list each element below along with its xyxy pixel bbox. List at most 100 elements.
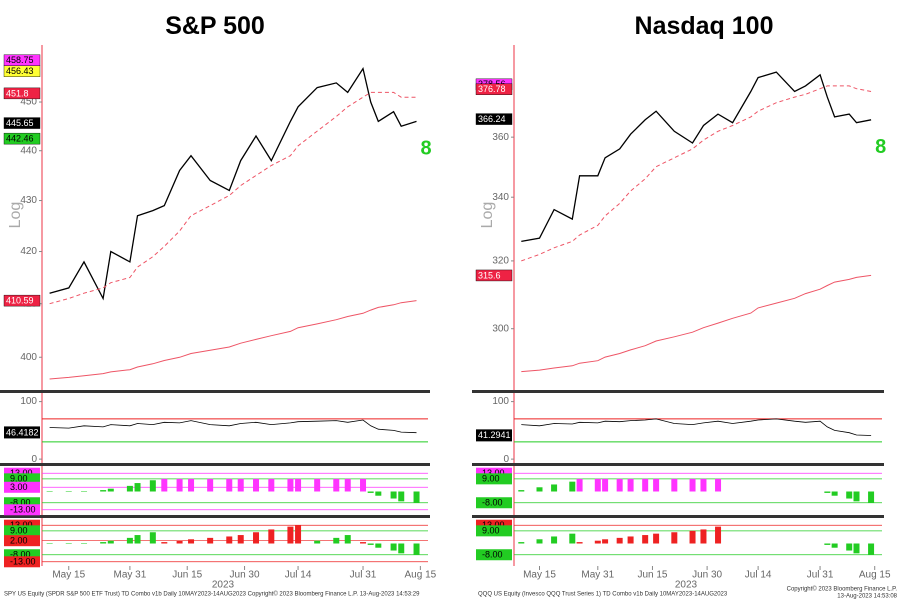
panel-tag-label: -13.00	[10, 505, 36, 515]
price-tag	[3, 117, 41, 129]
price-tag-label: 366.24	[478, 114, 506, 124]
count-bar	[653, 533, 660, 544]
count-bar	[226, 536, 233, 544]
count-bar	[253, 478, 260, 492]
x-tick-label: Aug 15	[405, 570, 437, 581]
panel-tag	[4, 504, 40, 516]
count-bar	[689, 478, 696, 492]
panel-tag-label: 13.00	[482, 520, 505, 530]
panel-tag-label: 2.00	[10, 536, 28, 546]
x-tick-label: Jul 31	[350, 570, 377, 581]
count-bar	[295, 478, 302, 492]
footer: SPY US Equity (SPDR S&P 500 ETF Trust) T…	[4, 591, 420, 598]
count-bar	[594, 540, 601, 544]
count-bar	[868, 543, 875, 555]
panel-tag	[4, 481, 40, 493]
count-bar	[594, 478, 601, 492]
panel-separator	[0, 463, 430, 466]
count-bar	[65, 543, 72, 544]
x-tick-label: May 31	[114, 570, 147, 581]
count-bar	[853, 543, 860, 554]
count-bar	[134, 535, 141, 544]
count-bar	[333, 537, 340, 544]
count-bar	[536, 487, 543, 492]
oscillator-line	[521, 418, 872, 436]
y-tick-label: 340	[492, 192, 509, 203]
series-line	[521, 71, 872, 243]
panel-tag-label: -8.00	[482, 550, 503, 560]
count-bar	[134, 483, 141, 492]
count-bar	[314, 540, 321, 544]
y-tick-label: 100	[20, 396, 37, 407]
count-bar	[375, 491, 382, 496]
count-bar	[551, 484, 558, 492]
count-bar	[569, 533, 576, 544]
count-bar	[207, 537, 214, 544]
panel-tag-label: 9.00	[482, 526, 500, 536]
count-bar	[46, 543, 53, 544]
count-bar	[360, 542, 367, 544]
count-bar	[237, 478, 244, 492]
count-bar	[237, 535, 244, 544]
price-tag-label: 315.6	[478, 270, 501, 280]
price-tag-label: 442.46	[6, 134, 34, 144]
count-bar	[616, 478, 623, 492]
count-bar	[344, 478, 351, 492]
count-bar	[576, 542, 583, 544]
x-tick-label: May 31	[581, 570, 614, 581]
chart-title: Nasdaq 100	[635, 12, 774, 40]
panel-separator	[0, 515, 430, 518]
price-tag	[3, 132, 41, 145]
count-bar	[188, 539, 195, 544]
count-bar	[627, 536, 634, 544]
panel-tag-label: 3.00	[10, 482, 28, 492]
year-label: 2023	[675, 580, 698, 591]
panel-tag-label: 9.00	[482, 474, 500, 484]
panel-tag-label: -13.00	[10, 557, 36, 567]
count-bar	[824, 543, 831, 545]
count-bar	[100, 490, 107, 492]
count-bar	[268, 529, 275, 544]
count-bar	[616, 537, 623, 544]
count-bar	[398, 491, 405, 502]
y-tick-label: 0	[31, 454, 37, 465]
price-tag	[3, 65, 41, 77]
panel-tag	[4, 535, 40, 547]
panel-tag	[476, 549, 512, 561]
count-bar	[653, 478, 660, 492]
count-bar	[715, 478, 722, 492]
panel-tag	[476, 497, 512, 509]
panel-tag-label: -8.00	[482, 498, 503, 508]
y-axis-label: Log	[479, 202, 496, 229]
count-bar	[846, 491, 853, 499]
panel-tag	[4, 525, 40, 537]
oscillator-tag	[4, 426, 40, 439]
x-tick-label: Jun 15	[172, 570, 202, 581]
y-tick-label: 430	[20, 195, 37, 206]
count-bar	[287, 478, 294, 492]
count-bar	[188, 478, 195, 492]
y-axis-label: Log	[7, 202, 24, 229]
panel-tag	[4, 473, 40, 485]
count-bar	[161, 478, 168, 492]
count-bar	[295, 525, 302, 544]
price-tag	[475, 113, 513, 125]
panel-tag	[476, 525, 512, 537]
count-bar	[226, 478, 233, 492]
chart-title: S&P 500	[165, 12, 265, 40]
series-line	[521, 274, 872, 373]
count-bar	[268, 478, 275, 492]
series-line	[49, 91, 417, 305]
x-tick-label: Jun 15	[637, 570, 667, 581]
panel-separator	[472, 390, 884, 393]
count-bar	[176, 540, 183, 544]
count-bar	[413, 491, 420, 503]
oscillator-tag-label: 41.2941	[478, 430, 511, 440]
y-tick-label: 420	[20, 246, 37, 257]
y-tick-label: 100	[492, 396, 509, 407]
count-bar	[375, 543, 382, 548]
x-tick-label: Aug 15	[859, 570, 891, 581]
count-bar	[81, 491, 88, 492]
price-tag-label: 458.75	[6, 55, 34, 65]
count-bar	[207, 478, 214, 492]
